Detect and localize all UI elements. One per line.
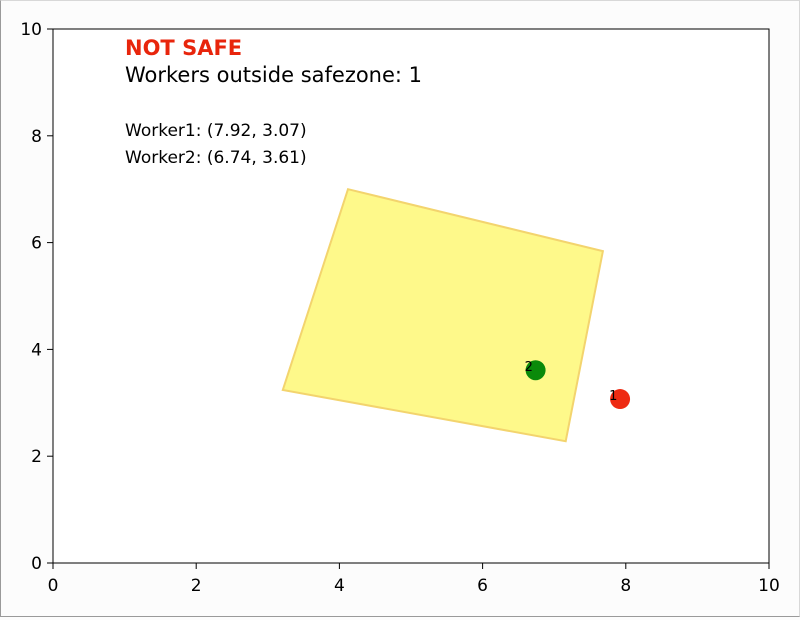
outside-count-label: Workers outside safezone: 1 [125, 63, 422, 87]
x-tick-label: 10 [758, 576, 780, 596]
status-label: NOT SAFE [125, 36, 242, 60]
y-tick-label: 4 [31, 340, 42, 360]
y-tick-label: 10 [20, 20, 42, 40]
x-tick-label: 6 [477, 576, 488, 596]
safezone-polygon [281, 188, 605, 443]
y-tick-label: 8 [31, 127, 42, 147]
x-tick-label: 2 [191, 576, 202, 596]
worker-2-id-label: 2 [525, 360, 533, 375]
x-tick-label: 4 [334, 576, 345, 596]
axes-frame [52, 28, 770, 564]
worker-1-marker [610, 389, 631, 410]
worker1-coordinates: Worker1: (7.92, 3.07) [125, 121, 307, 141]
y-tick-label: 0 [31, 554, 42, 574]
worker2-coordinates: Worker2: (6.74, 3.61) [125, 148, 307, 168]
worker-2-marker [525, 360, 546, 381]
x-tick-label: 8 [620, 576, 631, 596]
y-tick-label: 6 [31, 234, 42, 254]
x-tick-label: 0 [48, 576, 59, 596]
worker-1-id-label: 1 [609, 389, 617, 404]
y-tick-label: 2 [31, 447, 42, 467]
